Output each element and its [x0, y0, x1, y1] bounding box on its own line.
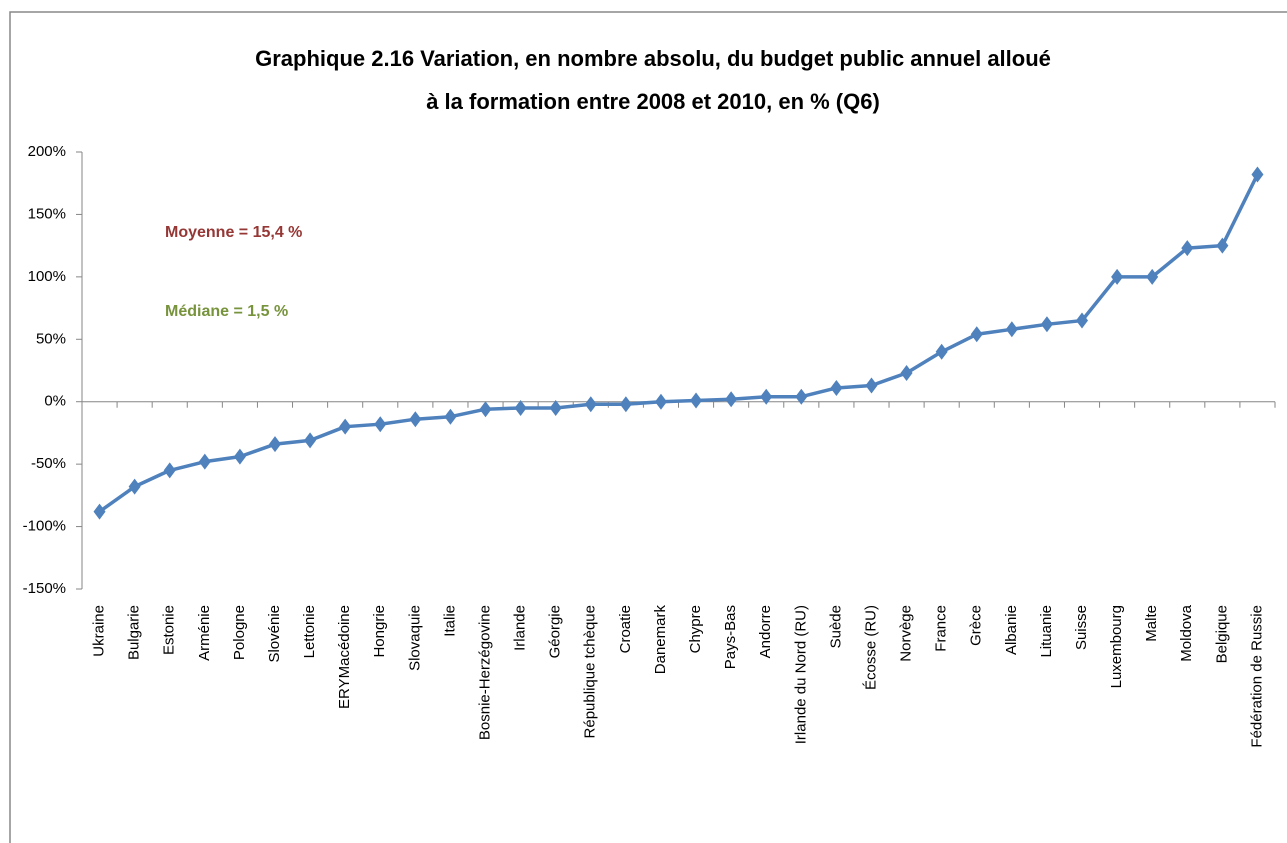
data-marker [1111, 268, 1124, 285]
data-marker [935, 343, 948, 360]
data-marker [584, 396, 597, 413]
x-tick-label: Irlande du Nord (RU) [792, 605, 809, 744]
data-marker [690, 392, 703, 409]
x-tick-label: Andorre [757, 605, 774, 658]
x-tick-label: Norvège [898, 605, 915, 662]
x-tick-label: Suède [827, 605, 844, 648]
data-marker [444, 408, 457, 425]
y-tick-label: 0% [44, 393, 66, 410]
data-marker [1146, 268, 1159, 285]
x-tick-label: France [933, 605, 950, 652]
x-tick-label: Pologne [231, 605, 248, 660]
x-tick-label: Bosnie-Herzégovine [476, 605, 493, 740]
x-tick-label: Géorgie [547, 605, 564, 658]
data-marker [93, 503, 106, 520]
x-tick-label: Pays-Bas [722, 605, 739, 669]
x-tick-label: Albanie [1003, 605, 1020, 655]
x-tick-label: Luxembourg [1108, 605, 1125, 688]
data-marker [304, 432, 317, 449]
data-marker [233, 448, 246, 465]
y-tick-label: 150% [28, 205, 66, 222]
x-tick-label: Malte [1143, 605, 1160, 642]
data-marker [900, 364, 913, 381]
x-tick-label: Écosse (RU) [862, 605, 879, 690]
annotation: Moyenne = 15,4 % [165, 224, 302, 241]
x-tick-label: Italie [441, 605, 458, 637]
data-line [98, 173, 1260, 514]
chart-title: Graphique 2.16 Variation, en nombre abso… [255, 46, 1051, 71]
y-tick-label: -150% [23, 580, 66, 597]
x-tick-label: Estonie [161, 605, 178, 655]
data-marker [268, 436, 281, 453]
data-marker [1216, 237, 1229, 254]
y-tick-label: 200% [28, 143, 66, 160]
data-marker [619, 396, 632, 413]
x-tick-label: ERYMacédoine [336, 605, 353, 709]
x-tick-label: Lituanie [1038, 605, 1055, 658]
data-marker [970, 326, 983, 343]
data-marker [374, 416, 387, 433]
y-tick-label: -100% [23, 518, 66, 535]
data-marker [1076, 312, 1089, 329]
x-tick-label: Chypre [687, 605, 704, 653]
y-tick-label: 50% [36, 330, 66, 347]
data-marker [1005, 321, 1018, 338]
x-tick-label: Arménie [196, 605, 213, 661]
x-tick-label: Belgique [1213, 605, 1230, 663]
x-tick-label: Slovaquie [406, 605, 423, 671]
x-tick-label: Slovénie [266, 605, 283, 663]
x-tick-label: Lettonie [301, 605, 318, 658]
chart-title: à la formation entre 2008 et 2010, en % … [426, 89, 880, 114]
x-tick-label: Hongrie [371, 605, 388, 658]
data-marker [409, 411, 422, 428]
y-tick-label: -50% [31, 455, 66, 472]
x-tick-label: République tchèque [582, 605, 599, 738]
x-tick-label: Moldova [1178, 604, 1195, 661]
data-marker [865, 377, 878, 394]
data-marker [198, 453, 211, 470]
x-tick-label: Croatie [617, 605, 634, 653]
x-tick-label: Irlande [512, 605, 529, 651]
data-marker [1181, 240, 1194, 257]
data-marker [514, 399, 527, 416]
x-tick-label: Fédération de Russie [1248, 605, 1265, 748]
data-marker [830, 379, 843, 396]
data-marker [163, 462, 176, 479]
data-marker [795, 388, 808, 405]
data-marker [1251, 166, 1264, 183]
x-tick-label: Suisse [1073, 605, 1090, 650]
x-tick-label: Ukraine [91, 605, 108, 657]
data-marker [339, 418, 352, 435]
data-marker [760, 388, 773, 405]
data-marker [654, 393, 667, 410]
annotation: Médiane = 1,5 % [165, 303, 288, 320]
x-tick-label: Bulgarie [126, 605, 143, 660]
chart-frame [9, 11, 1287, 843]
x-tick-label: Grèce [968, 605, 985, 646]
data-marker [725, 391, 738, 408]
x-tick-label: Danemark [652, 605, 669, 675]
data-marker [1040, 316, 1053, 333]
data-marker [128, 478, 141, 495]
data-marker [479, 401, 492, 418]
y-tick-label: 100% [28, 268, 66, 285]
data-marker [549, 399, 562, 416]
